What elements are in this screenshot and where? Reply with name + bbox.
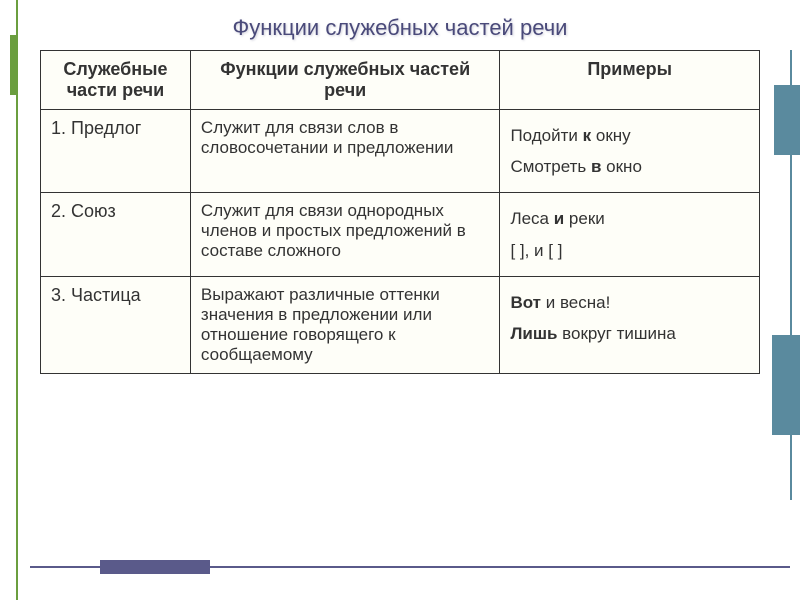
row-function: Выражают различные оттенки значения в пр… bbox=[190, 276, 500, 373]
col-header-functions: Функции служебных частей речи bbox=[190, 51, 500, 110]
frame-bottom-accent bbox=[30, 558, 790, 578]
row-label: 1. Предлог bbox=[41, 110, 191, 193]
example-text: и весна! bbox=[541, 293, 610, 312]
row-examples: Вот и весна! Лишь вокруг тишина bbox=[500, 276, 760, 373]
example-text: Смотреть bbox=[510, 157, 591, 176]
functions-table: Служебные части речи Функции служебных ч… bbox=[40, 50, 760, 374]
example-bold: в bbox=[591, 157, 601, 176]
frame-left-accent bbox=[10, 0, 26, 600]
row-examples: Леса и реки [ ], и [ ] bbox=[500, 193, 760, 276]
example-text: [ ], и [ ] bbox=[510, 241, 562, 260]
example-text: Подойти bbox=[510, 126, 582, 145]
col-header-examples: Примеры bbox=[500, 51, 760, 110]
row-function: Служит для связи однородных членов и про… bbox=[190, 193, 500, 276]
row-label: 2. Союз bbox=[41, 193, 191, 276]
example-bold: Вот bbox=[510, 293, 541, 312]
example-text: окно bbox=[601, 157, 641, 176]
col-header-parts: Служебные части речи bbox=[41, 51, 191, 110]
example-bold: Лишь bbox=[510, 324, 557, 343]
example-bold: и bbox=[554, 209, 564, 228]
row-examples: Подойти к окну Смотреть в окно bbox=[500, 110, 760, 193]
table-row: 3. Частица Выражают различные оттенки зн… bbox=[41, 276, 760, 373]
row-label: 3. Частица bbox=[41, 276, 191, 373]
example-text: вокруг тишина bbox=[557, 324, 675, 343]
row-function: Служит для связи слов в словосочетании и… bbox=[190, 110, 500, 193]
table-header-row: Служебные части речи Функции служебных ч… bbox=[41, 51, 760, 110]
example-text: реки bbox=[564, 209, 605, 228]
table-row: 1. Предлог Служит для связи слов в слово… bbox=[41, 110, 760, 193]
example-text: окну bbox=[591, 126, 631, 145]
page-title: Функции служебных частей речи bbox=[233, 15, 568, 41]
example-bold: к bbox=[583, 126, 592, 145]
table-row: 2. Союз Служит для связи однородных член… bbox=[41, 193, 760, 276]
frame-right-accent bbox=[770, 50, 800, 500]
example-text: Леса bbox=[510, 209, 553, 228]
